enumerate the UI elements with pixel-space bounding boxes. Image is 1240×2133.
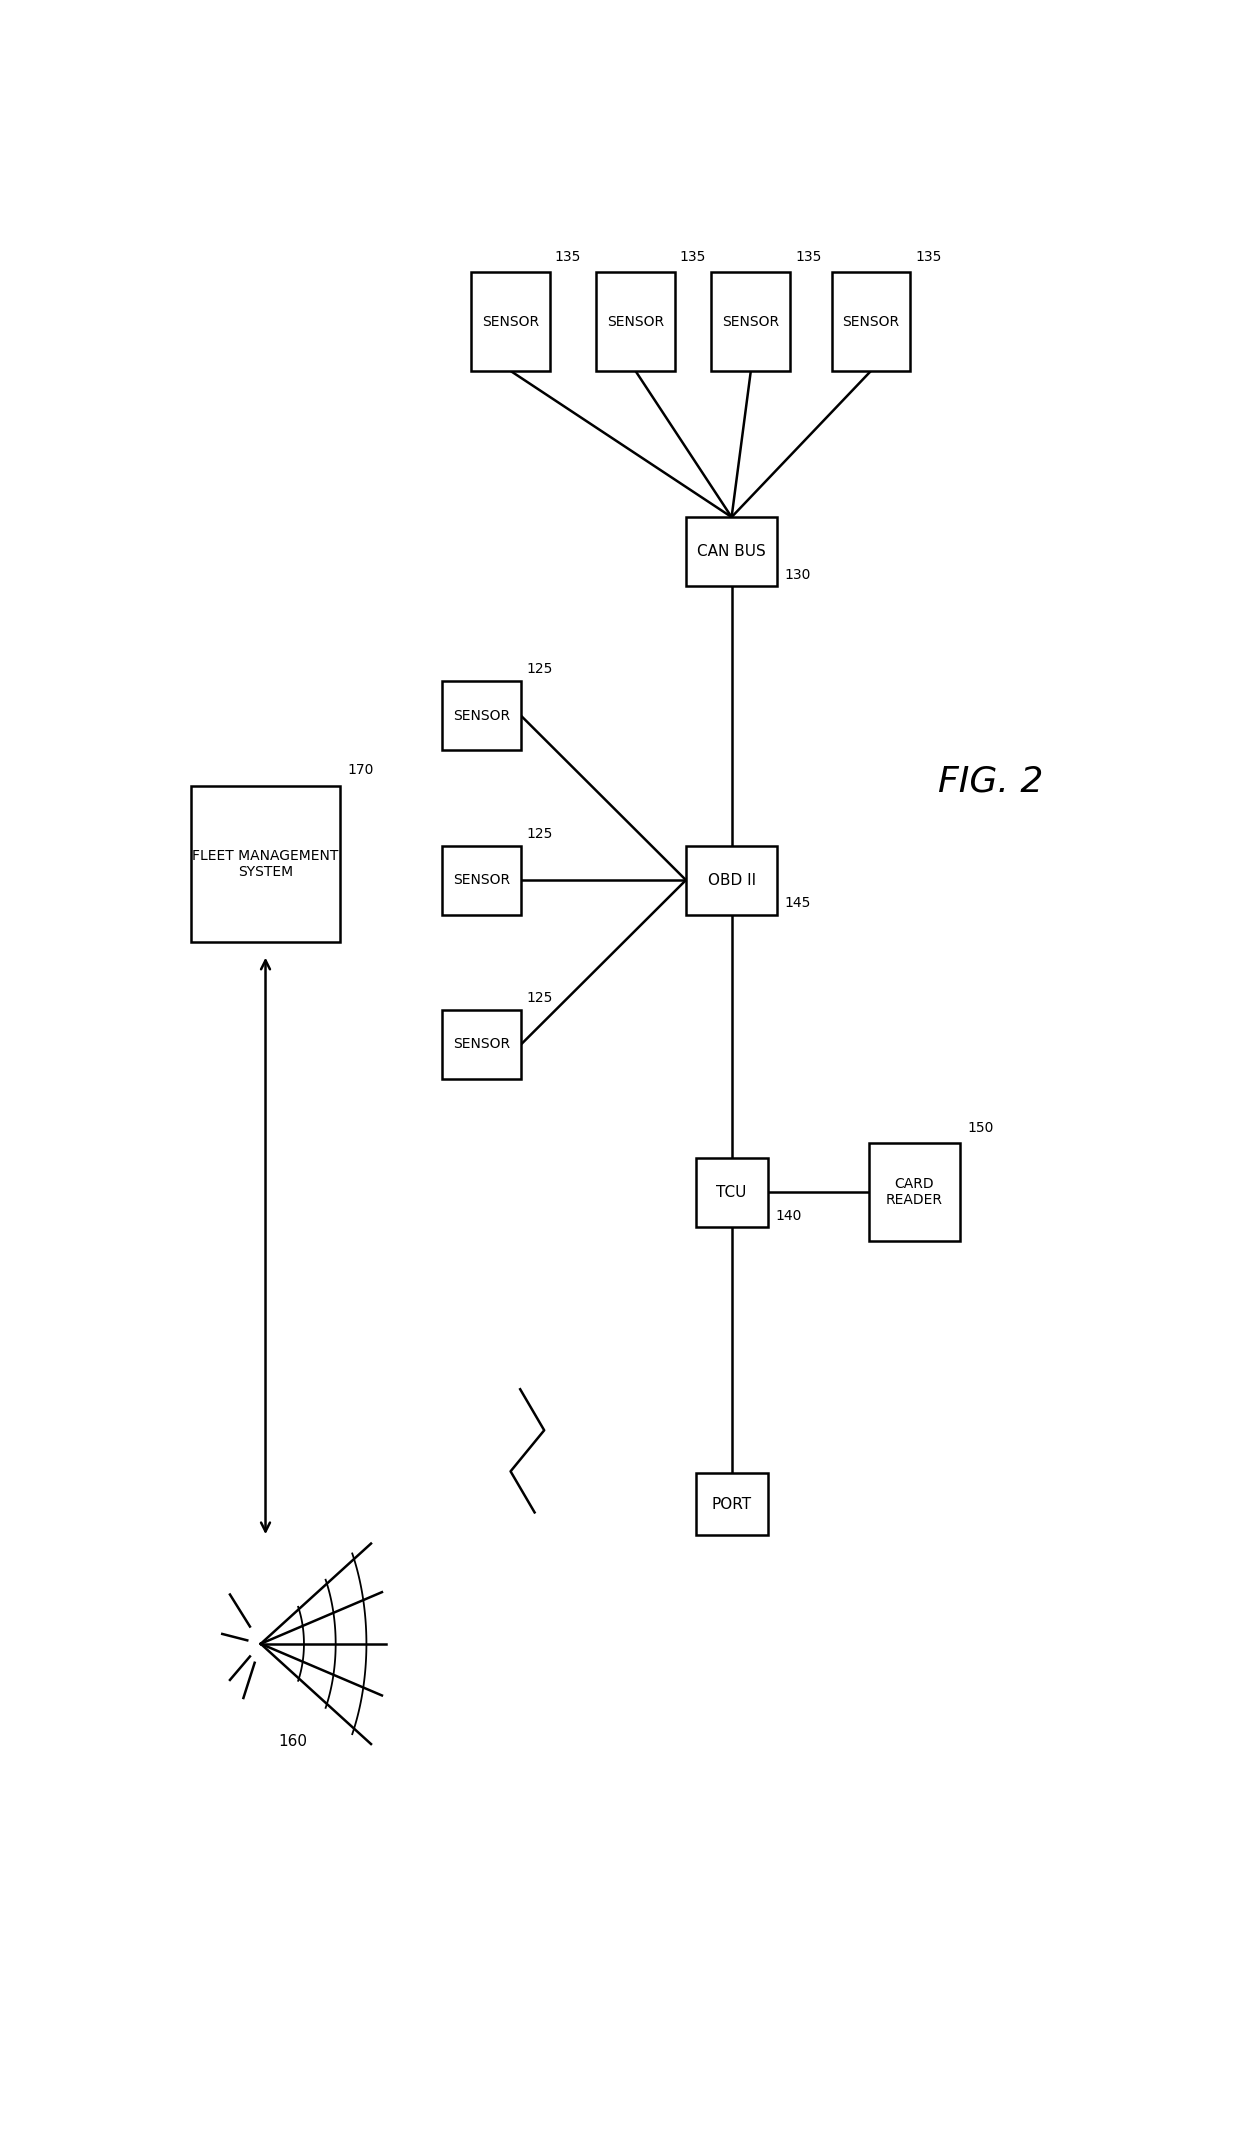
Text: 160: 160 [278, 1734, 308, 1749]
FancyBboxPatch shape [696, 1474, 768, 1536]
Text: 135: 135 [915, 250, 941, 264]
Text: SENSOR: SENSOR [482, 316, 539, 328]
Text: 135: 135 [554, 250, 582, 264]
Text: 130: 130 [785, 567, 811, 582]
FancyBboxPatch shape [443, 680, 521, 751]
FancyBboxPatch shape [832, 273, 910, 371]
FancyBboxPatch shape [443, 1009, 521, 1079]
Text: 140: 140 [775, 1209, 802, 1222]
FancyBboxPatch shape [471, 273, 551, 371]
Text: FIG. 2: FIG. 2 [939, 764, 1044, 798]
FancyBboxPatch shape [596, 273, 675, 371]
FancyBboxPatch shape [191, 785, 340, 941]
Text: CARD
READER: CARD READER [885, 1177, 942, 1207]
Text: 170: 170 [347, 764, 374, 776]
Text: PORT: PORT [712, 1497, 751, 1512]
Text: SENSOR: SENSOR [842, 316, 899, 328]
Text: SENSOR: SENSOR [722, 316, 780, 328]
Text: FLEET MANAGEMENT
SYSTEM: FLEET MANAGEMENT SYSTEM [192, 849, 339, 879]
Text: 135: 135 [680, 250, 706, 264]
Text: 145: 145 [785, 896, 811, 911]
Text: 125: 125 [526, 828, 552, 840]
FancyBboxPatch shape [868, 1143, 960, 1241]
Text: SENSOR: SENSOR [453, 708, 511, 723]
Text: OBD II: OBD II [708, 872, 755, 887]
Text: TCU: TCU [717, 1184, 746, 1199]
Text: CAN BUS: CAN BUS [697, 544, 766, 559]
Text: SENSOR: SENSOR [453, 1037, 511, 1052]
FancyBboxPatch shape [696, 1158, 768, 1226]
Text: 125: 125 [526, 992, 552, 1005]
FancyBboxPatch shape [686, 845, 777, 915]
Text: 125: 125 [526, 663, 552, 676]
Text: 135: 135 [795, 250, 821, 264]
Text: SENSOR: SENSOR [606, 316, 665, 328]
FancyBboxPatch shape [712, 273, 790, 371]
Text: SENSOR: SENSOR [453, 872, 511, 887]
Text: 150: 150 [967, 1120, 994, 1135]
FancyBboxPatch shape [686, 516, 777, 587]
FancyBboxPatch shape [443, 845, 521, 915]
